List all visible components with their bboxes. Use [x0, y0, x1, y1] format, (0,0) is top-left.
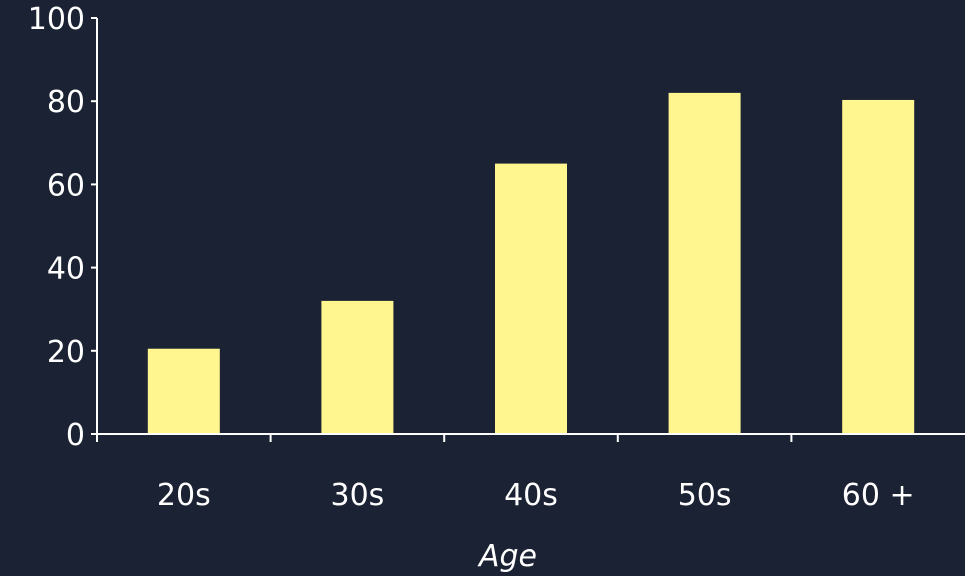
y-tick-label: 80: [47, 85, 85, 120]
bar-30s: [321, 300, 394, 434]
x-category-label: 60 +: [842, 478, 915, 513]
bars-layer: [147, 92, 915, 435]
bar-40s: [495, 163, 567, 434]
axes-layer: [96, 18, 965, 435]
x-category-label: 20s: [157, 478, 211, 513]
y-tick-label: 0: [66, 418, 85, 453]
y-tick-label: 40: [47, 252, 85, 287]
x-category-label: 30s: [330, 478, 384, 513]
x-category-label: 50s: [678, 478, 732, 513]
y-tick-label: 100: [28, 2, 85, 37]
bar-50s: [668, 92, 741, 434]
x-axis-title: Age: [477, 539, 537, 574]
labels-layer: 0 20 40 60 80 100 20s 30s 40s 50s 60 +: [28, 2, 915, 513]
y-tick-label: 60: [47, 168, 85, 203]
y-tick-label: 20: [47, 335, 85, 370]
x-category-label: 40s: [504, 478, 558, 513]
bar-20s: [147, 348, 220, 434]
bar-60: [842, 99, 915, 435]
ticks-layer: [91, 17, 793, 442]
